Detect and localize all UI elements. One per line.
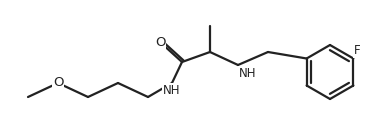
Text: NH: NH [163,84,181,97]
Text: O: O [53,77,63,89]
Text: O: O [155,36,165,48]
Text: NH: NH [239,67,256,80]
Text: F: F [354,44,361,57]
